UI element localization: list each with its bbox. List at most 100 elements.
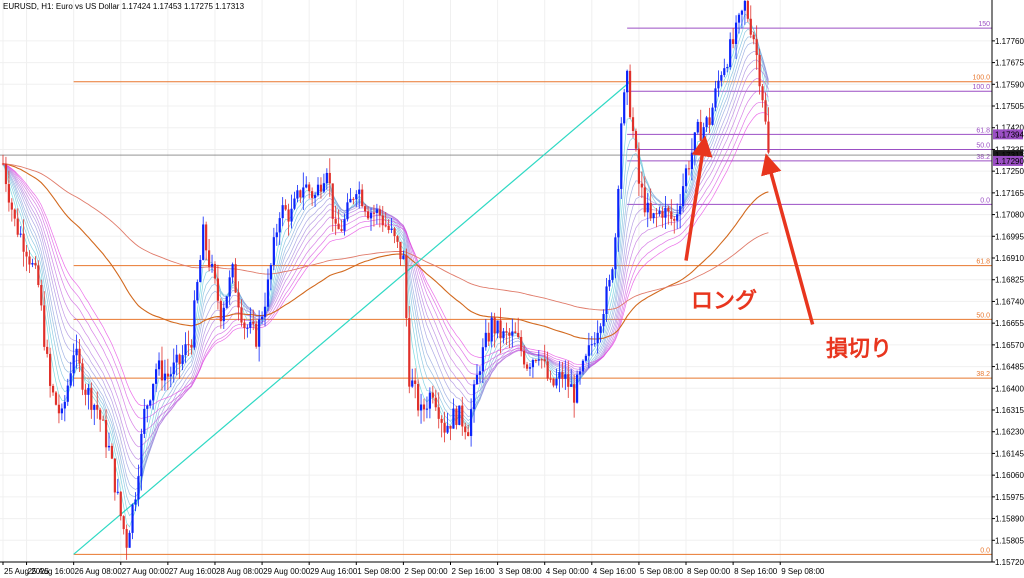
candle-body [319,184,323,192]
price-label-box [993,155,1023,166]
candle-body [658,211,661,215]
candle-body [10,202,13,210]
trend-line[interactable] [73,81,631,555]
candle-body [743,0,746,11]
candle-body [190,344,193,348]
candle-body [84,389,87,395]
candle-body [623,92,626,124]
candle-body [734,22,738,44]
candle-body [131,504,134,533]
price-axis[interactable]: 1.177601.176751.175901.175051.174201.173… [992,37,1024,567]
candle-body [558,372,561,379]
candle-body [113,458,116,493]
candle-body [352,198,355,200]
candle-body [531,360,535,368]
candle-body [69,373,72,386]
candle-body [119,491,122,517]
candle-body [449,425,452,429]
candle-body [243,322,246,328]
y-tick-label: 1.16315 [995,406,1024,415]
candle-body [737,14,741,23]
x-tick-label: 9 Sep 08:00 [781,567,825,576]
candle-body [210,263,214,267]
candle-body [269,264,273,280]
candle-body [72,355,75,374]
candle-body [16,218,19,235]
candle-body [225,296,228,308]
candle-body [140,433,143,477]
candle-body [255,323,258,347]
candle-body [711,107,714,125]
candle-body [222,307,225,322]
candle-body [143,408,146,434]
candle-body [231,264,234,278]
candle-body [679,205,682,215]
candle-body [60,408,63,414]
y-tick-label: 1.16485 [995,363,1024,372]
candle-body [570,384,573,387]
ma-slow-line [2,163,769,340]
candle-body [561,372,564,379]
candle-body [693,132,696,153]
candle-body [90,387,93,410]
candle-body [646,202,649,213]
candle-body [764,100,767,122]
candle-body [128,532,131,548]
candle-body [272,237,275,265]
candle-body [552,378,555,386]
candle-body [746,0,749,19]
x-tick-label: 25 Aug 16:00 [28,567,76,576]
candle-body [378,209,381,216]
candle-body [611,269,614,281]
candle-body [567,374,570,387]
y-tick-label: 1.16145 [995,449,1024,458]
candle-body [122,516,125,530]
candle-body [293,198,296,209]
candle-body [249,321,252,328]
candle-body [528,367,532,369]
candle-body [643,187,646,213]
candle-body [717,80,720,89]
x-tick-label: 5 Sep 08:00 [640,567,684,576]
x-tick-label: 29 Aug 16:00 [310,567,358,576]
candle-body [408,318,411,387]
candle-body [626,70,629,93]
candle-body [758,55,761,87]
annotation-arrow [761,153,815,325]
x-tick-label: 25 Aug 2025 [4,567,49,576]
candle-body [661,211,664,218]
fib-major-label: 100.0 [972,75,990,82]
candle-body [228,277,231,297]
candle-body [549,378,552,380]
candle-body [720,75,723,81]
candle-body [446,425,449,433]
candle-body [299,190,302,198]
candle-body [767,121,770,153]
candle-body [634,131,638,149]
candle-body [316,184,320,196]
candle-body [381,215,384,226]
candles [1,0,770,560]
candle-body [154,369,158,384]
candle-body [96,404,99,410]
candle-body [322,183,325,192]
candle-body [543,359,546,362]
candle-body [31,262,34,265]
candle-body [169,374,172,377]
candle-body [581,360,585,372]
candle-body [358,189,361,195]
candle-body [596,332,599,344]
candle-body [593,343,596,345]
x-tick-label: 29 Aug 00:00 [263,567,311,576]
annotation-arrow [684,135,713,261]
candle-body [234,264,237,293]
candle-body [4,163,8,185]
candle-body [655,213,658,215]
candle-body [101,419,105,421]
candle-body [184,344,187,356]
y-tick-label: 1.15890 [995,515,1024,524]
